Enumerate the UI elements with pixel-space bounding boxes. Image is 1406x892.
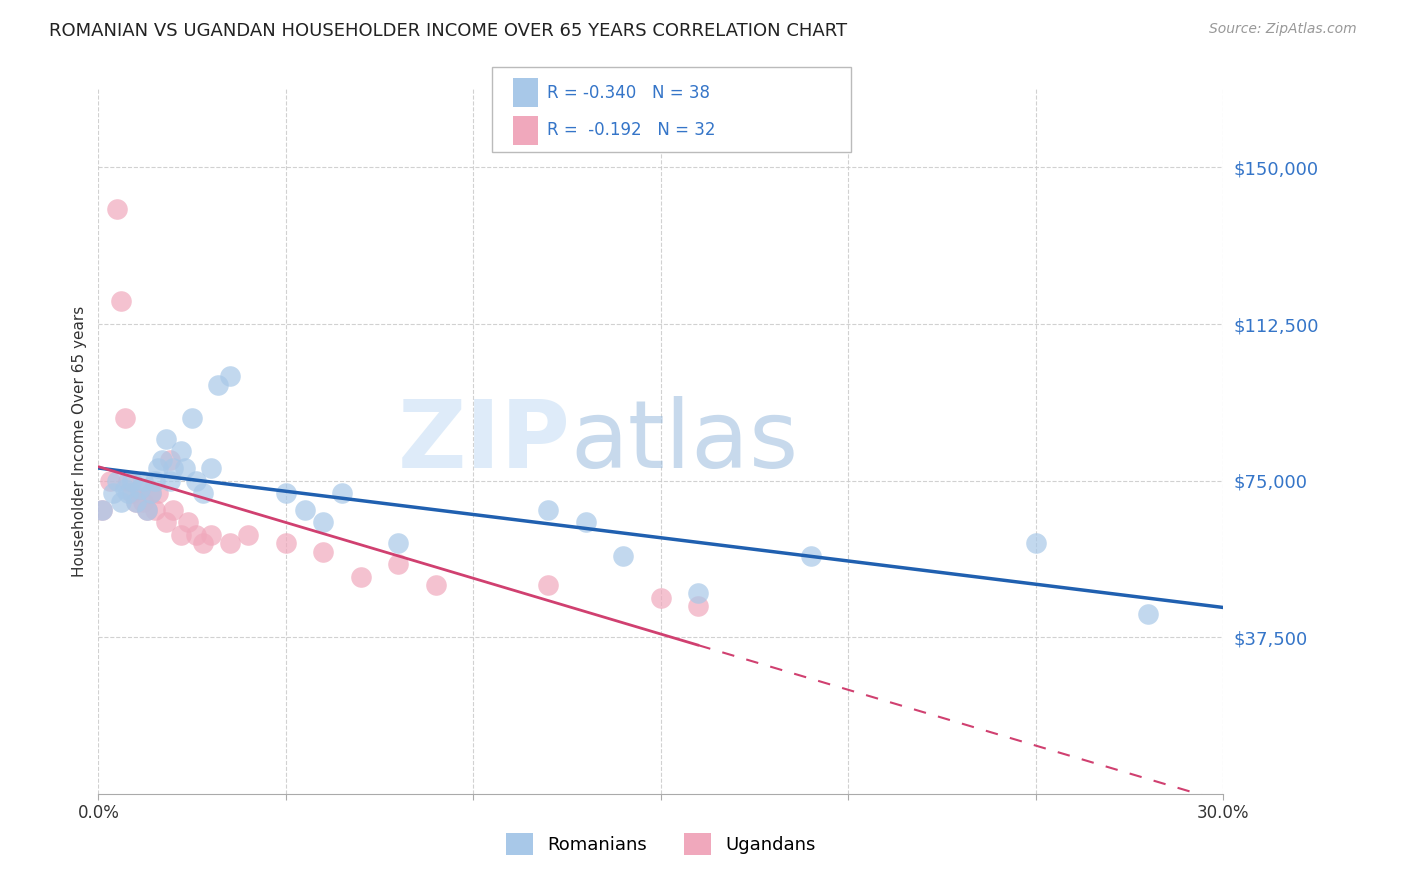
Point — [148, 461, 170, 475]
Point — [177, 516, 200, 530]
Point — [274, 536, 297, 550]
Point — [312, 544, 335, 558]
Point — [170, 444, 193, 458]
Point — [91, 503, 114, 517]
Point — [159, 474, 181, 488]
Point — [612, 549, 634, 563]
Point — [136, 503, 159, 517]
Text: atlas: atlas — [571, 395, 799, 488]
Point — [159, 452, 181, 467]
Point — [117, 486, 139, 500]
Text: ZIP: ZIP — [398, 395, 571, 488]
Point — [114, 411, 136, 425]
Point — [125, 494, 148, 508]
Point — [184, 474, 207, 488]
Text: R =  -0.192   N = 32: R = -0.192 N = 32 — [547, 121, 716, 139]
Point — [105, 202, 128, 217]
Text: ROMANIAN VS UGANDAN HOUSEHOLDER INCOME OVER 65 YEARS CORRELATION CHART: ROMANIAN VS UGANDAN HOUSEHOLDER INCOME O… — [49, 22, 848, 40]
Point — [575, 516, 598, 530]
Point — [238, 528, 260, 542]
Point — [200, 461, 222, 475]
Point — [330, 486, 353, 500]
Point — [91, 503, 114, 517]
Point — [537, 503, 560, 517]
Point — [162, 461, 184, 475]
Point — [193, 536, 215, 550]
Text: Source: ZipAtlas.com: Source: ZipAtlas.com — [1209, 22, 1357, 37]
Legend: Romanians, Ugandans: Romanians, Ugandans — [499, 826, 823, 863]
Point — [425, 578, 447, 592]
Point — [688, 599, 710, 613]
Point — [537, 578, 560, 592]
Point — [121, 486, 143, 500]
Point — [132, 494, 155, 508]
Point — [207, 377, 229, 392]
Point — [181, 411, 204, 425]
Point — [688, 586, 710, 600]
Point — [173, 461, 195, 475]
Point — [132, 474, 155, 488]
Point — [200, 528, 222, 542]
Point — [110, 294, 132, 309]
Point — [117, 474, 139, 488]
Point — [350, 570, 373, 584]
Point — [274, 486, 297, 500]
Text: R = -0.340   N = 38: R = -0.340 N = 38 — [547, 84, 710, 102]
Point — [650, 591, 672, 605]
Point — [184, 528, 207, 542]
Point — [312, 516, 335, 530]
Point — [294, 503, 316, 517]
Point — [1137, 607, 1160, 622]
Point — [143, 474, 166, 488]
Point — [193, 486, 215, 500]
Point — [114, 482, 136, 496]
Point — [128, 482, 150, 496]
Point — [155, 516, 177, 530]
Point — [125, 494, 148, 508]
Point — [98, 474, 121, 488]
Point — [128, 482, 150, 496]
Point — [387, 558, 409, 572]
Point — [139, 486, 162, 500]
Point — [1025, 536, 1047, 550]
Point — [387, 536, 409, 550]
Point — [218, 369, 240, 384]
Point — [110, 494, 132, 508]
Point — [150, 452, 173, 467]
Point — [105, 474, 128, 488]
Point — [170, 528, 193, 542]
Point — [155, 432, 177, 446]
Point — [162, 503, 184, 517]
Point — [148, 486, 170, 500]
Point — [143, 503, 166, 517]
Point — [136, 503, 159, 517]
Point — [218, 536, 240, 550]
Y-axis label: Householder Income Over 65 years: Householder Income Over 65 years — [72, 306, 87, 577]
Point — [800, 549, 823, 563]
Point — [103, 486, 125, 500]
Point — [139, 486, 162, 500]
Point — [121, 474, 143, 488]
